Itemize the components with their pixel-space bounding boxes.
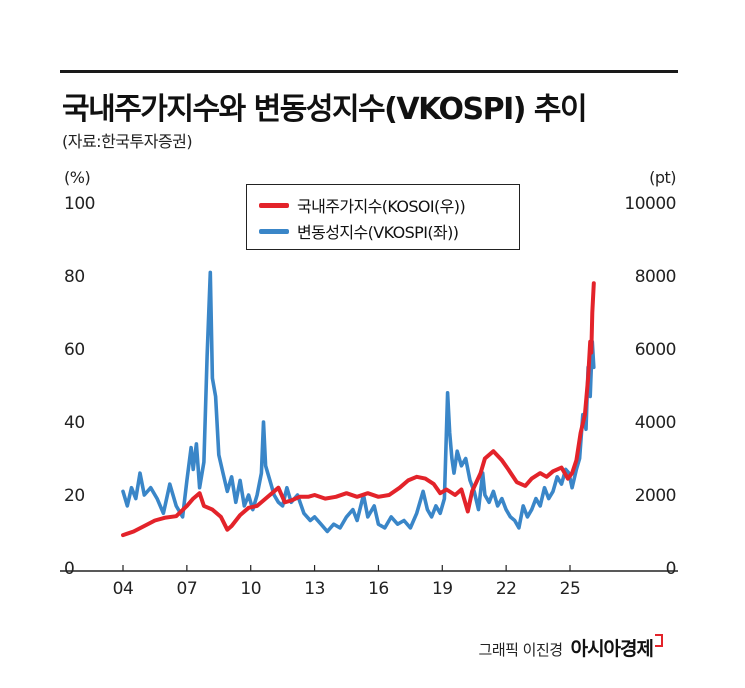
publisher-logo-mark <box>655 634 663 647</box>
x-tick-label-13: 13 <box>304 579 325 599</box>
right-tick-label-6000: 6000 <box>635 340 676 360</box>
graphic-credit: 그래픽 이진경 아시아경제 <box>479 634 663 661</box>
right-tick-label-2000: 2000 <box>635 486 676 506</box>
left-tick-label-60: 60 <box>64 340 85 360</box>
right-tick-label-0: 0 <box>666 559 676 579</box>
x-tick-label-16: 16 <box>368 579 389 599</box>
title-rule <box>60 70 678 73</box>
legend-swatch-blue <box>259 228 289 234</box>
left-tick-label-100: 100 <box>64 194 95 214</box>
right-axis-unit: (pt) <box>649 168 676 187</box>
x-tick-label-10: 10 <box>240 579 261 599</box>
x-tick-label-25: 25 <box>560 579 581 599</box>
data-source: (자료:한국투자증권) <box>62 132 193 151</box>
right-tick-label-10000: 10000 <box>624 194 676 214</box>
x-tick-label-22: 22 <box>496 579 517 599</box>
left-axis-unit: (%) <box>64 168 90 187</box>
series-line-kospi <box>121 281 596 538</box>
legend-label-kospi: 국내주가지수(KOSOI(우)) <box>297 197 466 216</box>
right-tick-label-8000: 8000 <box>635 267 676 287</box>
publisher-logo: 아시아경제 <box>570 638 654 660</box>
left-tick-label-40: 40 <box>64 413 85 433</box>
credit-text: 그래픽 이진경 <box>478 641 564 659</box>
legend-item-kospi: 국내주가지수(KOSOI(우)) <box>259 193 466 217</box>
legend-item-vkospi: 변동성지수(VKOSPI(좌)) <box>259 219 459 243</box>
x-tick-label-04: 04 <box>113 579 134 599</box>
chart-title: 국내주가지수와 변동성지수(VKOSPI) 추이 <box>62 92 588 127</box>
legend: 국내주가지수(KOSOI(우)) 변동성지수(VKOSPI(좌)) <box>246 184 520 250</box>
x-tick-label-19: 19 <box>432 579 453 599</box>
left-tick-label-80: 80 <box>64 267 85 287</box>
legend-label-vkospi: 변동성지수(VKOSPI(좌)) <box>297 223 459 242</box>
series-line-vkospi <box>121 270 596 534</box>
left-tick-label-20: 20 <box>64 486 85 506</box>
left-tick-label-0: 0 <box>64 559 74 579</box>
x-tick-label-07: 07 <box>177 579 198 599</box>
right-tick-label-4000: 4000 <box>635 413 676 433</box>
legend-swatch-red <box>259 202 289 208</box>
